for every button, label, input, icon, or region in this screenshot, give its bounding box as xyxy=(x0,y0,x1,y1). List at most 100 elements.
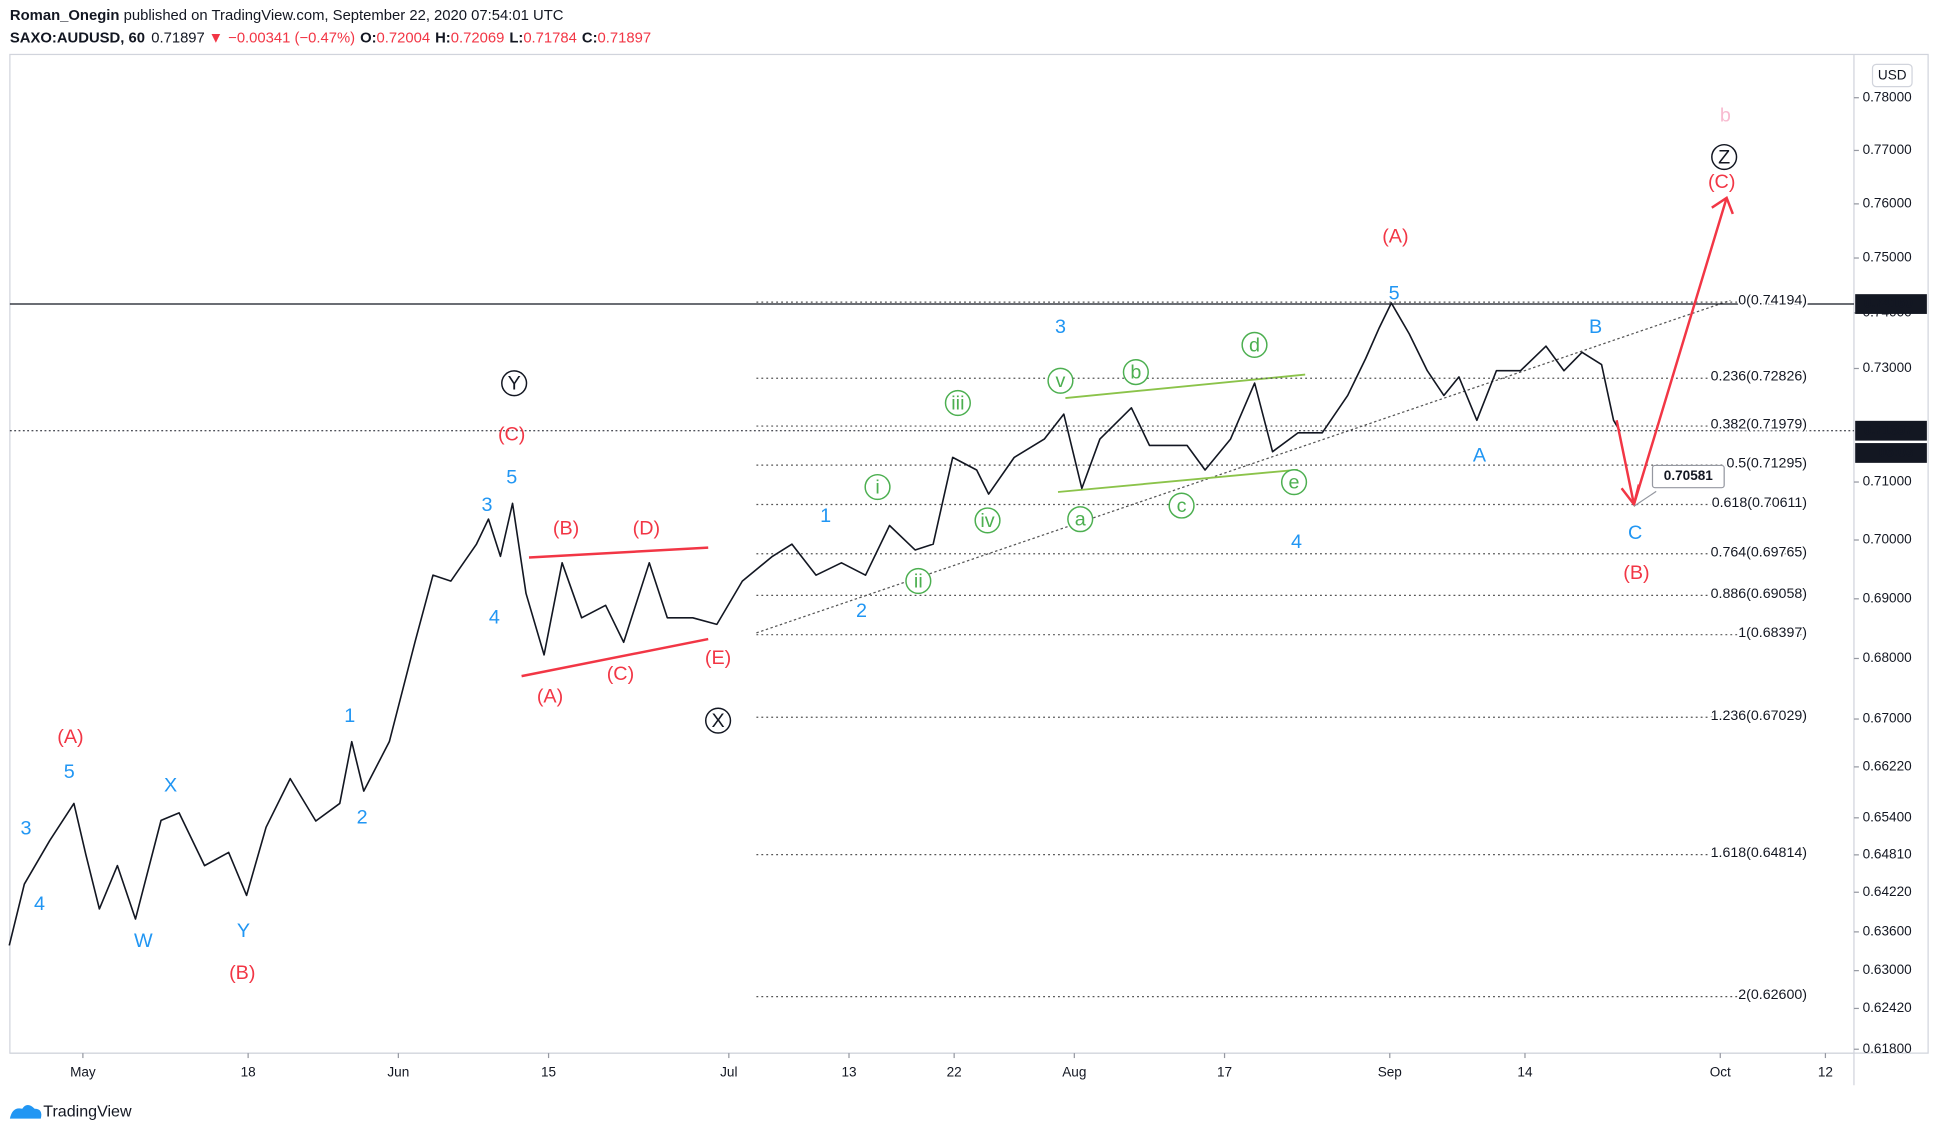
y-tick-label: 0.65400 xyxy=(1863,809,1913,824)
wave-label: 5 xyxy=(506,467,517,489)
y-tick-label: 0.77000 xyxy=(1863,142,1913,157)
wave-label: 2 xyxy=(856,600,867,622)
wave-label: (B) xyxy=(1623,562,1649,584)
fib-label: 0(0.74194) xyxy=(1738,293,1807,309)
price-label: 0.71897 xyxy=(1864,422,1913,437)
price-label-box xyxy=(1855,294,1927,314)
y-tick-label: 0.76000 xyxy=(1863,195,1913,210)
wave-circle xyxy=(501,370,528,397)
fib-label: 1.618(0.64814) xyxy=(1711,845,1807,861)
x-tick-label: Sep xyxy=(1378,1064,1402,1079)
wave-label: B xyxy=(1589,316,1602,338)
x-tick-label: Aug xyxy=(1062,1064,1086,1079)
logo-cloud xyxy=(9,1105,42,1119)
wave-label: 1 xyxy=(820,505,831,527)
wave-label: 1 xyxy=(344,705,355,727)
y-tick-label: 0.75000 xyxy=(1863,250,1913,265)
wave-label: (A) xyxy=(537,685,563,707)
brand: TradingView xyxy=(43,1103,132,1121)
wave-label: a xyxy=(1075,509,1086,531)
wave-label: Y xyxy=(508,373,521,395)
change: −0.00341 (−0.47%) xyxy=(228,30,355,46)
wave-circle xyxy=(1122,358,1149,386)
target-label: 0.70581 xyxy=(1664,468,1714,483)
wave-label: iii xyxy=(951,392,964,414)
wave-label: 4 xyxy=(1291,531,1302,553)
wave-label: (C) xyxy=(607,663,634,685)
currency-box[interactable] xyxy=(1871,63,1913,88)
wave-label: b xyxy=(1130,362,1141,384)
published: published on TradingView.com, September … xyxy=(119,8,563,24)
fib-label: 0.618(0.70611) xyxy=(1712,495,1807,511)
x-tick-label: 14 xyxy=(1517,1064,1533,1079)
wave-circle xyxy=(1047,367,1074,394)
y-tick-label: 0.61800 xyxy=(1863,1041,1913,1056)
countdown: 06:03 xyxy=(1879,445,1914,460)
wave-label: A xyxy=(1473,444,1487,466)
x-tick-label: 15 xyxy=(541,1064,556,1079)
fib-label: 0.886(0.69058) xyxy=(1711,586,1807,602)
author: Roman_Onegin xyxy=(10,8,120,24)
wave-label: (A) xyxy=(57,726,83,748)
fib-label: 0.5(0.71295) xyxy=(1726,456,1807,472)
wave-label: (D) xyxy=(633,517,660,539)
x-tick-label: 13 xyxy=(841,1064,856,1079)
wave-circle xyxy=(1711,143,1738,171)
x-tick-label: May xyxy=(70,1064,96,1079)
y-tick-label: 0.71000 xyxy=(1863,474,1913,489)
last-price: 0.71897 xyxy=(151,30,205,46)
price-label: 0.74160 xyxy=(1864,296,1913,311)
y-tick-label: 0.64810 xyxy=(1863,846,1913,861)
triangle-upper xyxy=(1065,373,1306,399)
wave-label: 5 xyxy=(1389,282,1400,304)
wave-label: c xyxy=(1177,495,1187,517)
open-label: O: xyxy=(360,30,376,46)
wave-label: (E) xyxy=(705,647,731,669)
target-box xyxy=(1651,464,1725,489)
y-tick-label: 0.63000 xyxy=(1863,962,1913,977)
wave-label: 3 xyxy=(20,818,31,840)
high: 0.72069 xyxy=(451,30,505,46)
wave-circle xyxy=(944,389,971,417)
wave-label: 5 xyxy=(64,761,75,783)
x-tick-label: Jul xyxy=(720,1064,737,1079)
wave-label: X xyxy=(712,710,725,732)
wave-circle xyxy=(905,567,932,595)
fib-label: 1(0.68397) xyxy=(1738,625,1807,641)
price-label-box xyxy=(1855,420,1927,441)
wave-label: (A) xyxy=(1382,226,1408,248)
wave-circle xyxy=(704,707,732,734)
wave-label: d xyxy=(1249,334,1260,356)
y-tick-label: 0.68000 xyxy=(1863,650,1913,665)
fib-label: 2(0.62600) xyxy=(1738,987,1807,1003)
wave-label: (C) xyxy=(498,423,525,445)
wave-circle xyxy=(1067,506,1094,533)
wave-label: ii xyxy=(914,570,923,592)
y-tick-label: 0.62420 xyxy=(1863,1000,1913,1015)
fib-label: 0.236(0.72826) xyxy=(1711,369,1807,385)
wave-label: X xyxy=(164,774,177,796)
y-tick-label: 0.63600 xyxy=(1863,923,1913,938)
direction: ▼ xyxy=(209,30,224,46)
wave-label: iv xyxy=(980,510,994,532)
y-tick-label: 0.67000 xyxy=(1863,711,1913,726)
fib-label: 0.382(0.71979) xyxy=(1711,417,1807,433)
target-pointer xyxy=(1633,490,1657,507)
x-tick-label: Jun xyxy=(387,1064,409,1079)
y-tick-label: 0.73000 xyxy=(1863,360,1913,375)
high-label: H: xyxy=(435,30,451,46)
wave-label: (B) xyxy=(553,517,579,539)
low: 0.71784 xyxy=(523,30,577,46)
wave-label: i xyxy=(875,476,879,498)
wave-label: (B) xyxy=(229,962,255,984)
y-tick-label: 0.64220 xyxy=(1863,884,1913,899)
header-line: Roman_Onegin published on TradingView.co… xyxy=(10,8,564,24)
wave-label: v xyxy=(1056,370,1066,392)
wave-label: 4 xyxy=(489,606,500,628)
wave-circle xyxy=(1168,492,1195,519)
x-tick-label: Oct xyxy=(1710,1064,1731,1079)
y-tick-label: 0.69000 xyxy=(1863,590,1913,605)
